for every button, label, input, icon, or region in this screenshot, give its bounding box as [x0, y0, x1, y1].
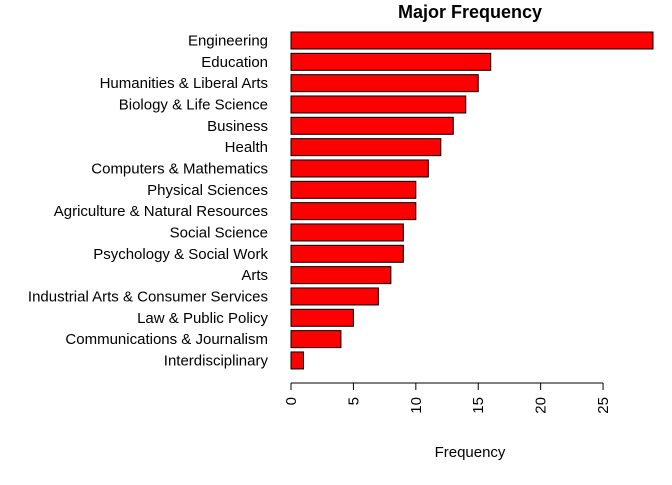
bar: [290, 266, 392, 285]
bar: [290, 223, 404, 242]
bar: [290, 308, 354, 327]
x-tick-label: 5: [345, 397, 362, 405]
category-label: Humanities & Liberal Arts: [100, 75, 268, 92]
bar: [290, 116, 454, 135]
category-label: Physical Sciences: [147, 182, 268, 199]
category-label: Agriculture & Natural Resources: [54, 203, 268, 220]
x-axis: 0 5 10 15 20 25: [283, 382, 612, 414]
category-label: Engineering: [188, 33, 268, 50]
bar: [290, 31, 654, 50]
bar: [290, 180, 417, 199]
x-tick-label: 0: [283, 397, 300, 405]
bar: [290, 330, 342, 349]
category-labels: Engineering Education Humanities & Liberal…: [28, 33, 269, 370]
bar: [290, 202, 417, 221]
x-tick-label: 15: [470, 397, 487, 414]
category-label: Communications & Journalism: [65, 331, 268, 348]
bar: [290, 95, 467, 114]
bar: [290, 52, 492, 71]
x-tick-label: 10: [408, 397, 425, 414]
bar: [290, 159, 429, 178]
x-tick-label: 25: [595, 397, 612, 414]
category-label: Business: [207, 118, 268, 135]
bars: [290, 31, 654, 370]
category-label: Law & Public Policy: [137, 310, 268, 327]
category-label: Health: [225, 139, 268, 156]
bar: [290, 287, 379, 306]
bar: [290, 244, 404, 263]
category-label: Social Science: [170, 224, 268, 241]
bar: [290, 138, 442, 157]
chart-title: Major Frequency: [398, 2, 542, 22]
category-label: Psychology & Social Work: [93, 246, 268, 263]
x-tick-label: 20: [533, 397, 550, 414]
category-label: Arts: [241, 267, 268, 284]
category-label: Biology & Life Science: [119, 96, 268, 113]
category-label: Education: [201, 54, 268, 71]
category-label: Computers & Mathematics: [91, 160, 268, 177]
bar: [290, 74, 479, 93]
category-label: Interdisciplinary: [164, 352, 269, 369]
bar: [290, 351, 304, 370]
x-axis-title: Frequency: [435, 444, 506, 461]
category-label: Industrial Arts & Consumer Services: [28, 288, 268, 305]
